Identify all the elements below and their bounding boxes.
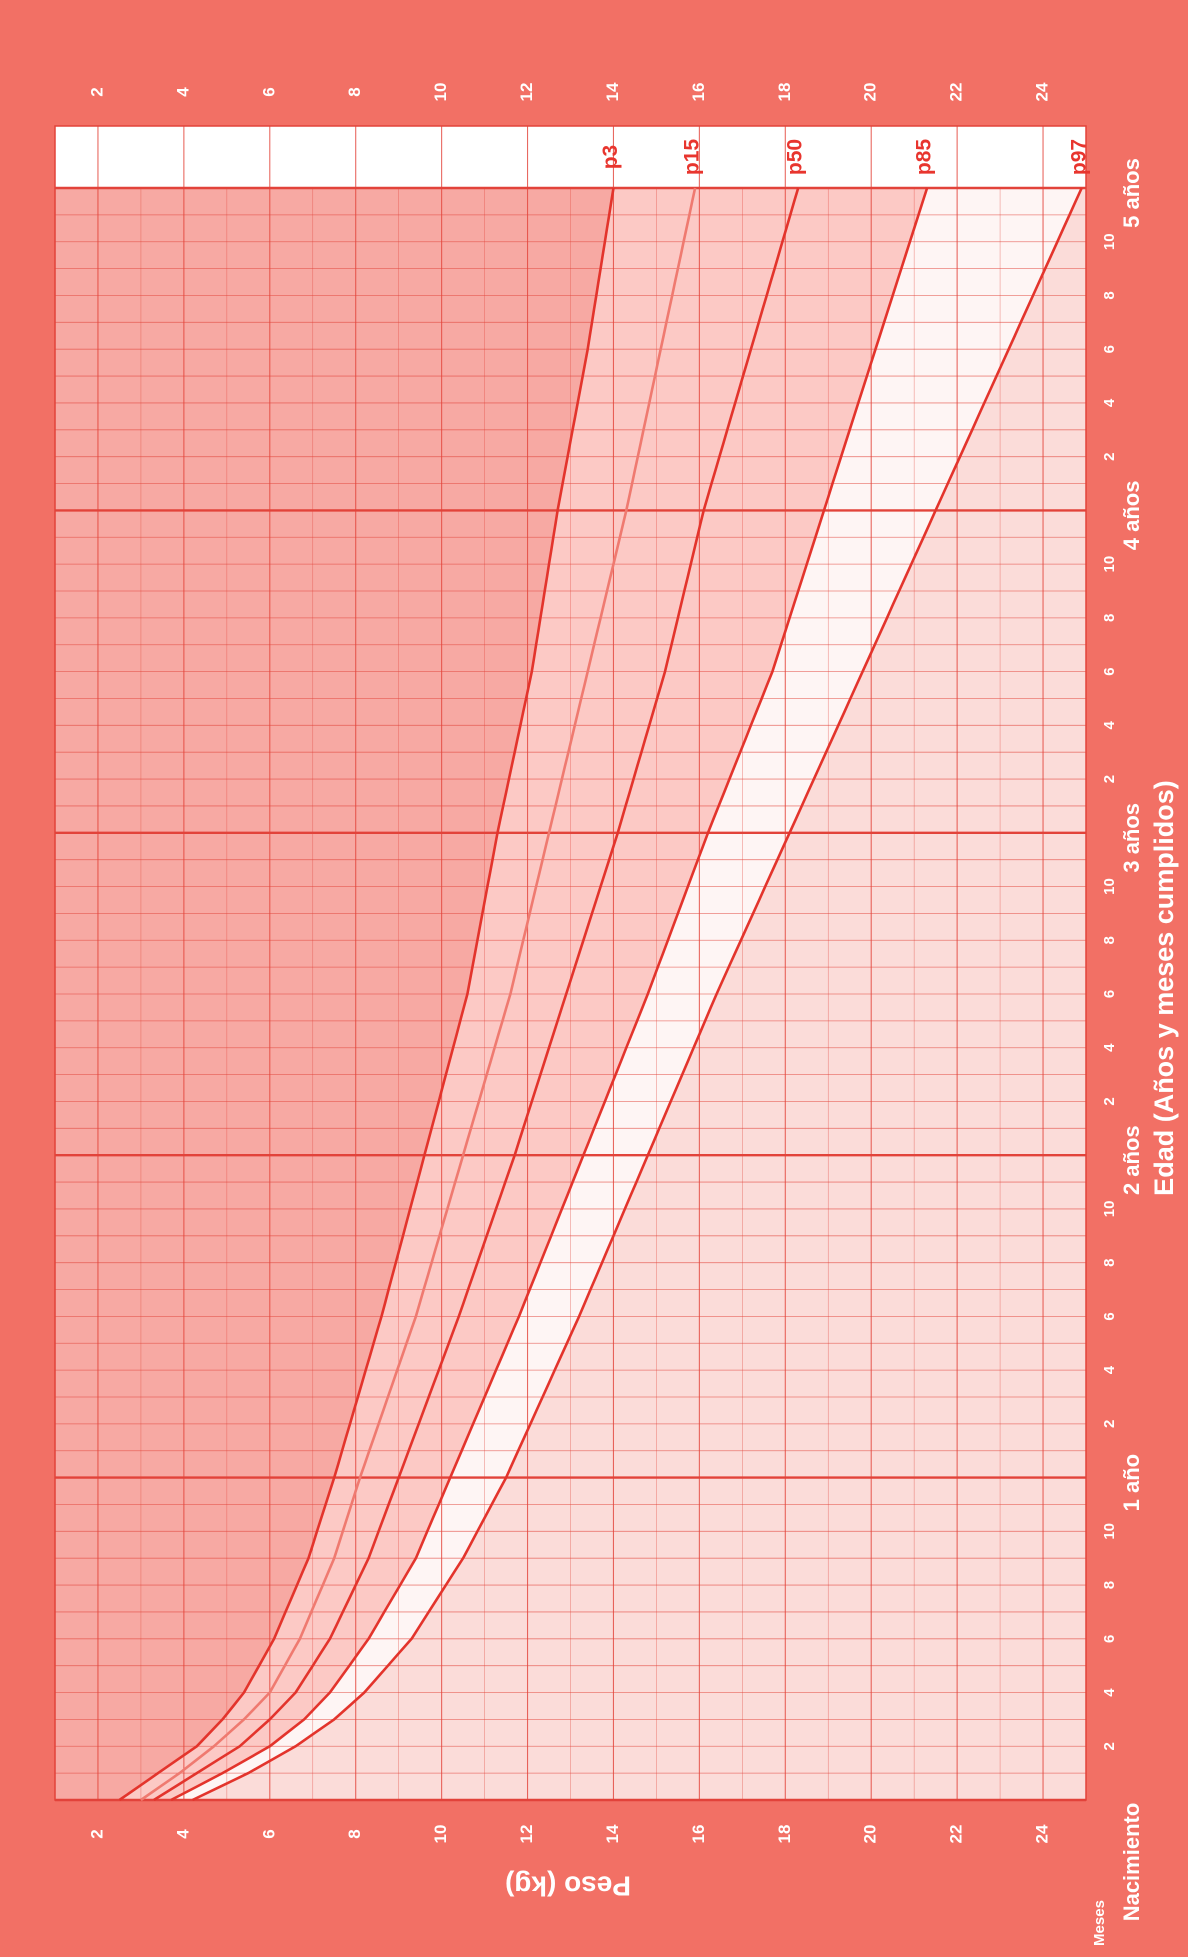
year-label: 1 año [1119, 1454, 1144, 1511]
year-label: 2 años [1119, 1125, 1144, 1195]
kg-tick-bottom: 8 [345, 1829, 364, 1838]
month-tick: 2 [1101, 1742, 1118, 1750]
month-tick: 6 [1101, 667, 1118, 675]
kg-tick-top: 10 [431, 83, 450, 102]
kg-tick-top: 2 [87, 87, 106, 96]
month-tick: 8 [1101, 291, 1118, 299]
year-label: 4 años [1119, 481, 1144, 551]
month-tick: 4 [1101, 398, 1118, 407]
kg-tick-bottom: 10 [431, 1825, 450, 1844]
month-tick: 4 [1101, 721, 1118, 730]
kg-tick-top: 24 [1033, 82, 1052, 101]
month-tick: 2 [1101, 775, 1118, 783]
month-tick: 6 [1101, 1312, 1118, 1320]
label-p15: p15 [681, 139, 704, 176]
month-tick: 10 [1101, 878, 1118, 895]
kg-tick-top: 18 [775, 83, 794, 102]
month-tick: 2 [1101, 452, 1118, 460]
kg-tick-bottom: 6 [259, 1829, 278, 1838]
month-tick: 6 [1101, 345, 1118, 353]
curve-p50 [153, 187, 800, 1802]
kg-tick-bottom: 22 [947, 1825, 966, 1844]
month-tick: 8 [1101, 936, 1118, 944]
kg-tick-bottom: 16 [689, 1825, 708, 1844]
label-p50: p50 [784, 139, 807, 175]
month-tick: 10 [1101, 233, 1118, 250]
kg-tick-top: 22 [947, 83, 966, 102]
month-tick: 2 [1101, 1420, 1118, 1428]
kg-tick-top: 20 [861, 83, 880, 102]
year-label: 5 años [1119, 158, 1144, 228]
kg-tick-top: 4 [173, 87, 192, 97]
curve-p97 [191, 187, 1083, 1802]
kg-tick-bottom: 12 [517, 1825, 536, 1844]
birth-label: Nacimiento [1119, 1803, 1144, 1922]
month-tick: 6 [1101, 1635, 1118, 1643]
kg-tick-top: 8 [345, 87, 364, 96]
kg-tick-top: 6 [259, 87, 278, 96]
curve-p3 [118, 187, 615, 1802]
year-label: 3 años [1119, 803, 1144, 873]
curve-p15 [140, 187, 697, 1802]
months-label: Meses [1091, 1900, 1108, 1946]
kg-tick-top: 14 [603, 82, 622, 101]
month-tick: 10 [1101, 1201, 1118, 1218]
percentile-lines [118, 187, 1083, 1802]
month-tick: 8 [1101, 614, 1118, 622]
axis-labels: p97p85p50p15p322446688101012121414161618… [87, 82, 1179, 1946]
curve-p85 [170, 187, 929, 1802]
month-tick: 8 [1101, 1581, 1118, 1589]
kg-tick-bottom: 14 [603, 1824, 622, 1843]
kg-tick-bottom: 18 [775, 1825, 794, 1844]
label-p3: p3 [599, 145, 622, 170]
month-tick: 6 [1101, 990, 1118, 998]
label-p85: p85 [913, 139, 936, 176]
kg-tick-bottom: 2 [87, 1829, 106, 1838]
x-axis-title: Edad (Años y meses cumplidos) [1149, 780, 1179, 1196]
month-tick: 10 [1101, 1523, 1118, 1540]
label-p97: p97 [1067, 139, 1090, 175]
month-tick: 4 [1101, 1688, 1118, 1697]
kg-tick-bottom: 4 [173, 1829, 192, 1839]
month-tick: 2 [1101, 1097, 1118, 1105]
month-tick: 4 [1101, 1043, 1118, 1052]
plot-border [54, 125, 1087, 1801]
kg-tick-top: 16 [689, 83, 708, 102]
grid-lines [54, 125, 1087, 1802]
kg-tick-bottom: 24 [1033, 1824, 1052, 1843]
month-tick: 8 [1101, 1258, 1118, 1266]
y-axis-title: Peso (kg) [505, 1871, 631, 1902]
month-tick: 10 [1101, 556, 1118, 573]
month-tick: 4 [1101, 1365, 1118, 1374]
kg-tick-bottom: 20 [861, 1825, 880, 1844]
kg-tick-top: 12 [517, 83, 536, 102]
